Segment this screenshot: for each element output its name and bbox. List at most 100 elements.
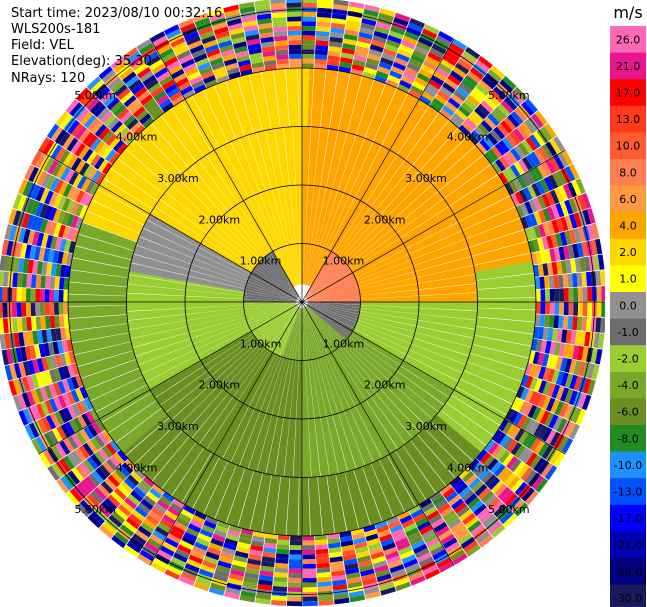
ppi-noise-gate [46,123,60,139]
ppi-noise-gate [134,529,150,542]
ppi-noise-gate [18,227,27,243]
ppi-sector-15 [440,402,494,446]
ppi-noise-gate [31,405,42,420]
ppi-noise-gate [374,75,387,84]
ppi-noise-gate [236,546,250,554]
ppi-noise-gate [484,474,497,487]
ppi-noise-gate [128,79,142,92]
ppi-noise-gate [456,505,470,518]
ppi-noise-gate [537,195,547,210]
ppi-noise-gate [136,483,149,495]
ppi-noise-gate [12,210,22,226]
ppi-noise-gate [378,12,394,22]
ppi-noise-gate [568,163,580,180]
ppi-noise-gate [58,289,64,302]
ppi-noise-gate [125,75,140,88]
ppi-sector-6 [292,243,301,285]
ppi-sector-11 [141,325,250,382]
ppi-noise-gate [26,273,32,288]
ppi-noise-gate [75,87,90,102]
ppi-noise-gate [79,205,88,219]
ppi-noise-gate [497,466,510,480]
ppi-noise-gate [48,221,57,236]
ppi-noise-gate [537,163,548,179]
ppi-noise-gate [46,329,53,343]
ppi-noise-gate [95,172,106,185]
ppi-noise-gate [391,528,405,538]
ppi-noise-gate [535,408,546,423]
ppi-noise-gate [496,123,509,137]
ppi-noise-gate [103,113,117,127]
ppi-noise-gate [79,192,90,205]
ppi-noise-gate [40,316,46,330]
ppi-noise-gate [169,91,183,102]
ppi-noise-gate [455,529,470,541]
colorbar-swatch [610,531,646,559]
ppi-noise-gate [540,340,547,353]
ppi-noise-gate [1,239,9,256]
ppi-noise-gate [472,87,487,100]
ppi-noise-gate [66,137,79,152]
ppi-noise-gate [538,380,547,394]
ppi-noise-gate [41,416,52,432]
ppi-noise-gate [408,504,422,515]
ppi-noise-gate [394,57,408,67]
ppi-noise-gate [586,224,595,240]
ppi-noise-gate [102,461,115,475]
ppi-noise-gate [67,364,75,378]
ppi-sector-18 [97,178,153,217]
ppi-noise-gate [36,232,45,247]
ppi-noise-gate [38,247,46,261]
ppi-sector-18 [91,189,149,226]
colorbar-tick-label: -10.0 [614,459,642,472]
ppi-noise-gate [553,315,559,329]
ppi-noise-gate [510,442,522,456]
ppi-sector-18 [133,131,182,181]
ppi-noise-gate [582,209,592,225]
ppi-noise-gate [86,440,98,454]
ppi-noise-gate [317,581,332,587]
ppi-sector-18 [214,80,245,140]
ppi-sector-16 [226,468,254,527]
ppi-noise-gate [332,579,347,586]
ppi-noise-gate [199,528,214,538]
ppi-sector-1 [306,270,353,300]
ppi-noise-gate [426,83,440,94]
ppi-noise-gate [494,483,508,497]
ppi-noise-gate [194,541,209,551]
ppi-sector-3 [289,307,301,360]
ppi-noise-gate [168,64,183,75]
ppi-noise-gate [201,70,215,80]
ppi-noise-gate [30,200,40,216]
ppi-noise-gate [563,302,569,316]
ppi-noise-gate [142,116,155,129]
ppi-noise-gate [181,535,196,546]
range-ring-label: 2.00km [199,213,241,226]
ppi-sector-6 [298,243,302,285]
ppi-noise-gate [419,95,432,106]
ppi-noise-gate [178,81,191,92]
ppi-noise-gate [43,342,51,357]
ppi-sector-15 [470,344,529,370]
ppi-noise-gate [452,553,468,565]
ppi-noise-gate [53,223,62,237]
ppi-sector-7 [355,230,466,281]
ppi-noise-gate [302,0,318,3]
ppi-noise-gate [226,18,242,27]
ppi-sector-9 [328,352,390,459]
ppi-noise-gate [152,35,168,47]
ppi-noise-gate [561,329,568,343]
ppi-noise-gate [565,259,572,274]
ppi-sector-9 [334,349,406,449]
ppi-noise-gate [548,174,559,189]
ppi-noise-gate [416,72,431,83]
ppi-sector-1 [307,281,358,301]
ppi-noise-gate [477,468,490,481]
ppi-noise-gate [315,49,328,56]
ppi-noise-gate [541,353,550,367]
ppi-noise-gate [125,517,140,530]
ppi-noise-gate [407,22,424,33]
ppi-noise-gate [59,315,65,328]
ppi-noise-gate [121,130,133,143]
ppi-sector-15 [477,285,536,299]
